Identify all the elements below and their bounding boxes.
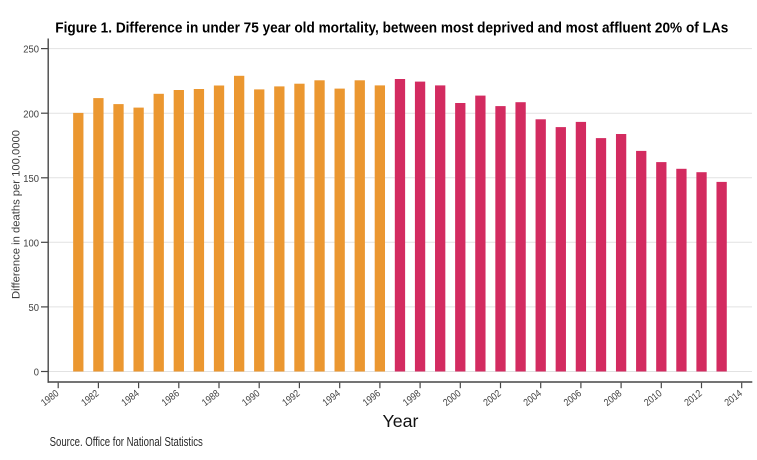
svg-text:Difference in deaths per 100,0: Difference in deaths per 100,0000 <box>11 130 23 299</box>
svg-text:Year: Year <box>383 411 419 431</box>
svg-text:250: 250 <box>23 45 39 56</box>
svg-text:100: 100 <box>23 238 39 249</box>
svg-text:Source. Office for National St: Source. Office for National Statistics <box>50 435 203 449</box>
svg-text:150: 150 <box>23 174 39 185</box>
svg-text:200: 200 <box>23 109 39 120</box>
svg-text:50: 50 <box>29 303 40 314</box>
svg-text:0: 0 <box>34 368 40 379</box>
svg-text:Figure 1. Difference in under: Figure 1. Difference in under 75 year ol… <box>55 21 728 37</box>
